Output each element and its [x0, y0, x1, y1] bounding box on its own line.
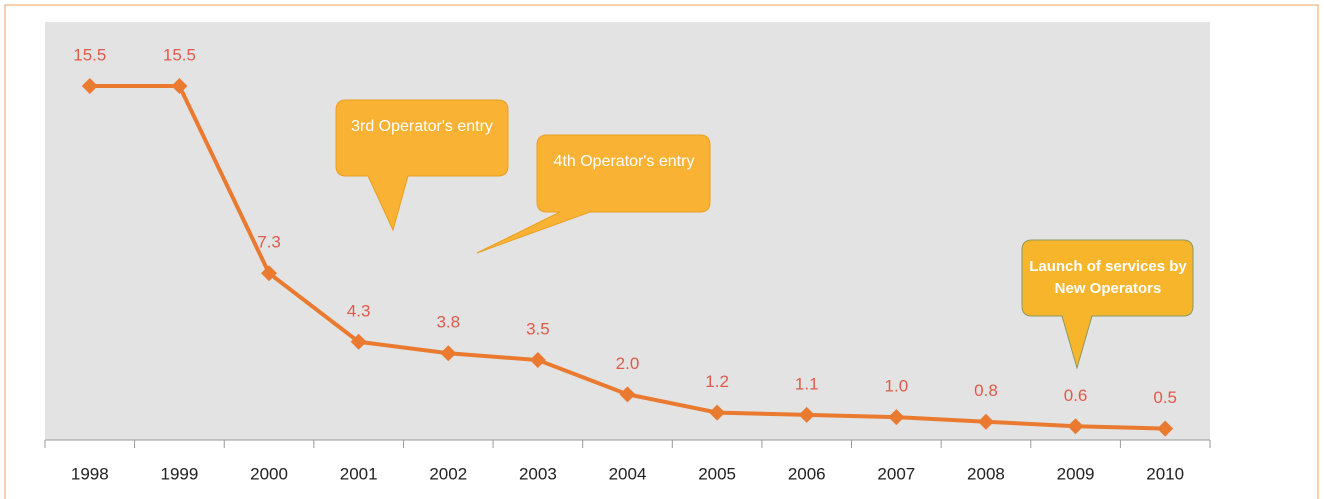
marker — [440, 345, 457, 362]
data-label: 1.2 — [705, 372, 729, 391]
x-tick-label: 2010 — [1146, 464, 1184, 483]
marker — [1067, 418, 1084, 435]
callout — [1021, 239, 1194, 370]
data-label: 4.3 — [347, 301, 371, 320]
x-tick-label: 2004 — [609, 464, 647, 483]
marker — [1157, 420, 1174, 437]
annotation: 3rd Operator's entry — [351, 118, 493, 135]
marker — [888, 409, 905, 426]
marker — [261, 265, 278, 282]
frame — [4, 4, 1319, 499]
data-label: 1.0 — [885, 377, 909, 396]
data-label: 7.3 — [257, 233, 281, 252]
data-label: 3.5 — [526, 320, 550, 339]
annotation: 4th Operator's entry — [553, 153, 695, 170]
annotation: Launch of services by New Operators — [1029, 258, 1187, 297]
x-tick-label: 2006 — [788, 464, 826, 483]
data-label: 2.0 — [616, 354, 640, 373]
marker — [619, 386, 636, 403]
data-label: 1.1 — [795, 374, 819, 393]
marker — [709, 404, 726, 421]
data-label: 15.5 — [73, 45, 106, 64]
x-tick-label: 2009 — [1057, 464, 1095, 483]
x-tick-label: 1999 — [161, 464, 199, 483]
x-tick-label: 2001 — [340, 464, 378, 483]
plot-area — [45, 22, 1210, 440]
marker — [81, 77, 98, 94]
callout — [335, 99, 509, 232]
x-tick-label: 2003 — [519, 464, 557, 483]
data-label: 15.5 — [163, 45, 196, 64]
x-tick-label: 1998 — [71, 464, 109, 483]
marker — [798, 406, 815, 423]
x-tick-label: 2005 — [698, 464, 736, 483]
x-tick-label: 2002 — [429, 464, 467, 483]
marker — [529, 352, 546, 369]
data-label: 0.5 — [1153, 388, 1177, 407]
x-tick-label: 2000 — [250, 464, 288, 483]
marker — [171, 77, 188, 94]
callout — [476, 134, 711, 254]
data-label: 3.8 — [436, 313, 460, 332]
x-tick-label: 2008 — [967, 464, 1005, 483]
marker — [350, 333, 367, 350]
data-label: 0.8 — [974, 381, 998, 400]
x-tick-label: 2007 — [877, 464, 915, 483]
marker — [977, 413, 994, 430]
data-label: 0.6 — [1064, 386, 1088, 405]
